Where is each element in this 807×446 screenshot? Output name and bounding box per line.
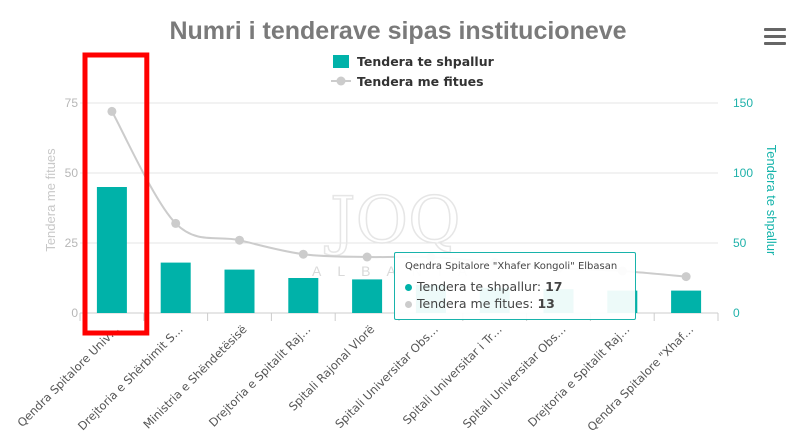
x-tick-label-3: Drejtoria e Spitalit Raj… — [206, 322, 313, 429]
bar-1 — [160, 262, 191, 313]
tooltip-value-bar: 17 — [545, 279, 563, 294]
tooltip-dot-line — [405, 301, 412, 308]
legend-label-bar[interactable]: Tendera te shpallur — [357, 54, 495, 69]
y-tick-left-50: 50 — [65, 166, 79, 180]
line-point-0 — [107, 106, 117, 116]
bar-9 — [671, 290, 702, 313]
y-axis-title-right: Tendera te shpallur — [764, 145, 779, 256]
x-tick-label-8: Drejtoria e Spitalit Raj… — [525, 322, 632, 429]
y-tick-right-50: 50 — [733, 236, 747, 250]
line-point-3 — [298, 249, 308, 259]
bar-3 — [288, 278, 319, 313]
chart-title: Numri i tenderave sipas institucioneve — [169, 17, 626, 45]
y-tick-right-0: 0 — [733, 306, 740, 320]
legend-swatch-bar — [333, 55, 349, 68]
y-tick-left-25: 25 — [65, 236, 79, 250]
bar-4 — [352, 279, 383, 313]
x-tick-label-9: Qendra Spitalore "Xhaf… — [584, 322, 696, 434]
x-tick-label-5: Spitali Universitar Obs… — [332, 322, 441, 431]
highlight-rect — [82, 52, 150, 336]
tooltip-label-line: Tendera me fitues: — [417, 296, 538, 311]
y-tick-right-100: 100 — [733, 166, 753, 180]
legend-label-line[interactable]: Tendera me fitues — [357, 74, 484, 89]
line-point-2 — [235, 235, 244, 245]
tooltip-dot-bar — [405, 284, 412, 291]
x-tick-label-1: Drejtoria e Shërbimit S… — [75, 322, 186, 433]
y-axis-left: 0 25 50 75 — [65, 96, 79, 320]
y-tick-right-150: 150 — [733, 96, 753, 110]
y-axis-right: 0 50 100 150 — [733, 96, 753, 320]
x-tick-label-0: Qendra Spitalore Univ… — [14, 322, 122, 430]
hamburger-menu-icon[interactable] — [764, 28, 786, 48]
legend-swatch-marker — [336, 76, 346, 86]
tooltip-row-bar: Tendera te shpallur: 17 — [405, 278, 625, 295]
y-tick-left-75: 75 — [65, 96, 79, 110]
x-tick-label-7: Spitali Universitar Obs… — [460, 322, 569, 431]
y-tick-left-0: 0 — [71, 306, 78, 320]
bar-0 — [96, 187, 127, 313]
highlight-box — [82, 52, 150, 336]
x-tick-label-2: Ministria e Shëndetësisë — [140, 322, 249, 431]
watermark-logo: JOQ — [324, 184, 461, 258]
tooltip-label-bar: Tendera te shpallur: — [417, 279, 546, 294]
tooltip-row-line: Tendera me fitues: 13 — [405, 295, 625, 312]
tooltip-value-line: 13 — [537, 296, 555, 311]
tooltip: Qendra Spitalore "Xhafer Kongoli" Elbasa… — [394, 252, 636, 320]
y-axis-title-left: Tendera me fitues — [43, 148, 58, 252]
bar-series — [96, 187, 702, 313]
legend: Tendera te shpallur Tendera me fitues — [331, 54, 495, 89]
tooltip-title: Qendra Spitalore "Xhafer Kongoli" Elbasa… — [405, 261, 618, 272]
line-point-4 — [362, 252, 372, 262]
line-point-9 — [681, 272, 691, 282]
bar-2 — [224, 269, 255, 313]
line-point-1 — [171, 218, 181, 228]
